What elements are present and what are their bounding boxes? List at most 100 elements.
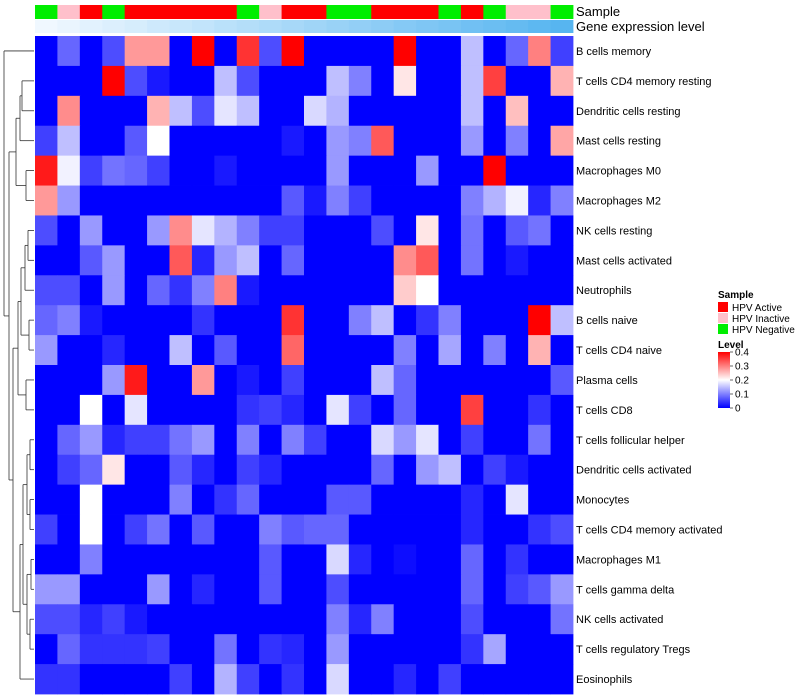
heatmap-cell xyxy=(371,394,395,426)
heatmap-cell xyxy=(438,574,462,605)
heatmap-cell xyxy=(304,215,327,246)
heatmap-cell xyxy=(281,36,305,67)
heatmap-cell xyxy=(147,245,170,276)
heatmap-cell xyxy=(416,574,439,605)
row-label: Macrophages M2 xyxy=(576,196,661,208)
sample-annotation-cell xyxy=(169,5,193,19)
heatmap-cell xyxy=(304,454,327,486)
heatmap-cell xyxy=(124,155,148,186)
heatmap-cell xyxy=(169,604,193,635)
heatmap-cell xyxy=(550,215,574,246)
expression-track-label: Gene expression level xyxy=(576,19,705,34)
level-tick-label: 0.1 xyxy=(735,390,749,401)
heatmap-cell xyxy=(191,394,215,426)
heatmap-cell xyxy=(393,275,417,306)
heatmap-cell xyxy=(79,245,103,276)
heatmap-cell xyxy=(169,36,193,67)
heatmap-cell xyxy=(35,604,58,635)
heatmap-cell xyxy=(483,95,507,127)
heatmap-cell xyxy=(348,604,372,635)
heatmap-cell xyxy=(191,424,215,456)
expression-annotation-cell xyxy=(214,20,238,33)
heatmap-cell xyxy=(416,245,439,276)
heatmap-cell xyxy=(214,215,238,246)
heatmap-cell xyxy=(102,305,126,336)
sample-annotation-track xyxy=(35,5,574,19)
heatmap-cell xyxy=(505,664,529,695)
heatmap-cell xyxy=(57,36,81,67)
heatmap-cell xyxy=(416,125,439,157)
heatmap-cell xyxy=(326,125,350,157)
heatmap-cell xyxy=(528,185,551,216)
heatmap-cell xyxy=(259,664,282,695)
heatmap-cell xyxy=(304,65,327,97)
heatmap-cell xyxy=(281,574,305,605)
heatmap-cell xyxy=(326,245,350,276)
heatmap-cell xyxy=(147,125,170,157)
heatmap-cell xyxy=(460,544,484,575)
heatmap-cell xyxy=(281,454,305,486)
sample-annotation-cell xyxy=(326,5,350,19)
heatmap-cell xyxy=(191,305,215,336)
heatmap-cell xyxy=(214,604,238,635)
heatmap-cell xyxy=(393,604,417,635)
heatmap-cell xyxy=(147,36,170,67)
heatmap-cell xyxy=(528,65,551,97)
heatmap-cell xyxy=(124,36,148,67)
heatmap-cell xyxy=(550,95,574,127)
heatmap-cell xyxy=(236,574,260,605)
heatmap-cell xyxy=(304,394,327,426)
heatmap-cell xyxy=(505,544,529,575)
heatmap-cell xyxy=(348,215,372,246)
heatmap-cell xyxy=(259,95,282,127)
heatmap-cell xyxy=(124,634,148,665)
heatmap-cell xyxy=(57,335,81,366)
expression-annotation-cell xyxy=(102,20,126,33)
row-label: T cells CD4 memory resting xyxy=(576,76,712,88)
heatmap-cell xyxy=(460,125,484,157)
heatmap-cell xyxy=(79,634,103,665)
heatmap-cell xyxy=(102,185,126,216)
heatmap-cell xyxy=(102,155,126,186)
expression-annotation-cell xyxy=(124,20,148,33)
heatmap-cell xyxy=(304,275,327,306)
heatmap-cell xyxy=(416,155,439,186)
heatmap-cell xyxy=(393,514,417,545)
heatmap-cell xyxy=(416,544,439,575)
sample-annotation-cell xyxy=(393,5,417,19)
heatmap-cell xyxy=(259,634,282,665)
heatmap-cell xyxy=(169,664,193,695)
heatmap-cell xyxy=(35,275,58,306)
heatmap-cell xyxy=(35,574,58,605)
heatmap-cell xyxy=(102,574,126,605)
heatmap-cell xyxy=(326,215,350,246)
heatmap-cell xyxy=(416,305,439,336)
heatmap-cell xyxy=(416,95,439,127)
heatmap-cell xyxy=(550,424,574,456)
expression-annotation-cell xyxy=(348,20,372,33)
heatmap-cell xyxy=(416,394,439,426)
heatmap-cell xyxy=(79,305,103,336)
heatmap-cell xyxy=(460,95,484,127)
heatmap-cell xyxy=(57,215,81,246)
heatmap-cell xyxy=(35,215,58,246)
heatmap-cell xyxy=(35,664,58,695)
heatmap-cell xyxy=(505,155,529,186)
heatmap-cell xyxy=(147,95,170,127)
heatmap-cell xyxy=(416,604,439,635)
heatmap-cell xyxy=(79,215,103,246)
heatmap-cell xyxy=(147,305,170,336)
row-label: Dendritic cells activated xyxy=(576,465,692,477)
heatmap-cell xyxy=(460,394,484,426)
heatmap-cell xyxy=(259,365,282,396)
heatmap-cell xyxy=(550,245,574,276)
heatmap-cell xyxy=(124,604,148,635)
heatmap-cell xyxy=(102,65,126,97)
heatmap-cell xyxy=(102,664,126,695)
heatmap-cell xyxy=(348,664,372,695)
heatmap-cell xyxy=(438,424,462,456)
sample-track-label: Sample xyxy=(576,4,620,19)
heatmap-cell xyxy=(528,95,551,127)
expression-annotation-cell xyxy=(79,20,103,33)
level-legend-title: Level xyxy=(718,340,744,351)
